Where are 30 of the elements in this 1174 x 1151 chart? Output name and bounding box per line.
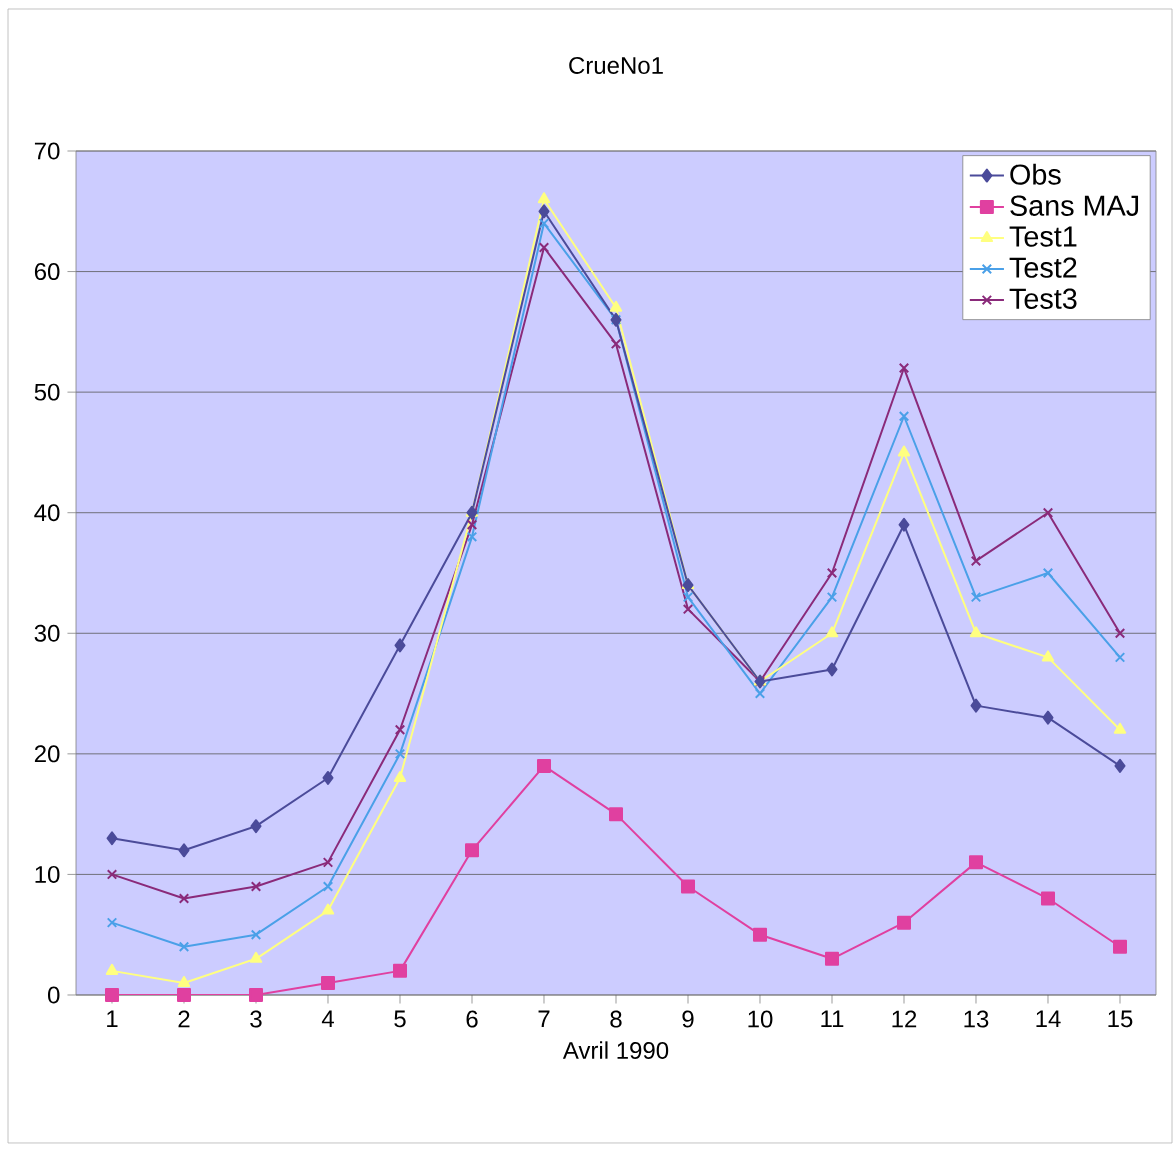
y-tick-label: 30 xyxy=(34,624,60,642)
x-tick-label: 13 xyxy=(964,1010,989,1028)
x-tick-label: 14 xyxy=(1036,1010,1061,1028)
x-tick-label: 15 xyxy=(1108,1010,1133,1028)
y-tick-label: 20 xyxy=(34,745,60,763)
y-tick-label: 10 xyxy=(35,865,60,883)
y-tick-label: 60 xyxy=(34,263,60,281)
chart-title: CrueNo1 xyxy=(569,56,663,74)
x-tick-label: 12 xyxy=(892,1010,917,1028)
x-tick-label: 4 xyxy=(321,1010,334,1028)
legend-label: Test1 xyxy=(1009,226,1077,247)
x-tick-label: 2 xyxy=(178,1010,190,1028)
legend-label: Test3 xyxy=(1009,288,1077,309)
y-tick-label: 40 xyxy=(34,504,60,522)
x-tick-label: 10 xyxy=(748,1010,773,1028)
x-tick-label: 9 xyxy=(682,1010,694,1028)
x-tick-label: 11 xyxy=(821,1010,844,1028)
y-tick-label: 0 xyxy=(48,986,60,1004)
x-tick-label: 7 xyxy=(538,1010,550,1028)
x-tick-label: 8 xyxy=(610,1010,622,1028)
y-tick-label: 70 xyxy=(34,142,60,160)
legend-label: Obs xyxy=(1010,163,1061,185)
x-tick-label: 3 xyxy=(250,1010,262,1028)
x-axis-title: Avril 1990 xyxy=(562,1041,669,1059)
x-tick-label: 1 xyxy=(107,1010,118,1028)
legend-label: Test2 xyxy=(1009,257,1077,278)
y-tick-label: 50 xyxy=(34,383,60,401)
legend-label: Sans MAJ xyxy=(1010,195,1139,216)
x-tick-label: 6 xyxy=(466,1010,478,1028)
x-tick-label: 5 xyxy=(394,1010,406,1028)
